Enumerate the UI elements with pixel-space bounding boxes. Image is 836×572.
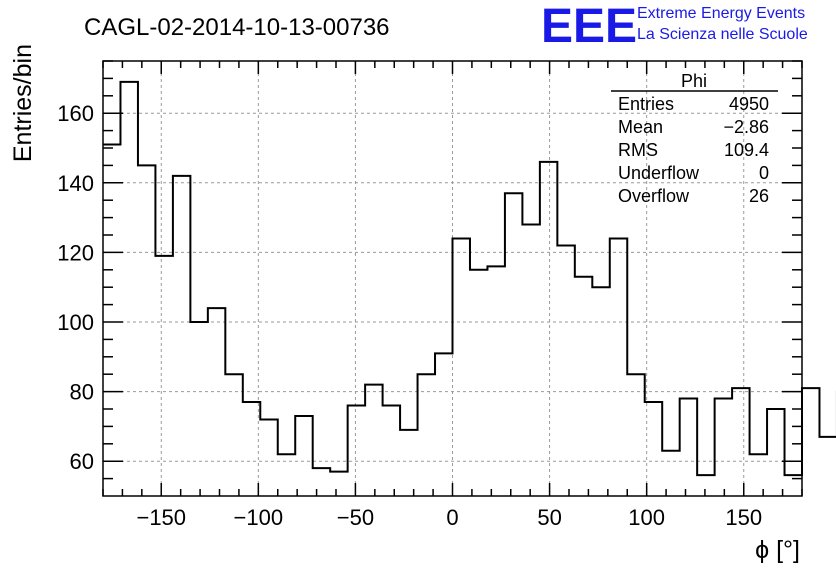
y-tick-label: 80 [70,380,94,405]
x-tick-label: −50 [337,505,374,530]
y-tick-label: 140 [57,171,94,196]
y-tick-label: 60 [70,449,94,474]
stats-title: Phi [681,71,707,91]
x-axis-label: ϕ [°] [755,536,800,564]
y-axis-label: Entries/bin [9,44,37,162]
stats-label-mean: Mean [618,117,663,137]
stats-label-overflow: Overflow [618,186,690,206]
x-tick-label: 100 [628,505,665,530]
x-tick-label: 0 [446,505,458,530]
stats-value-mean: −2.86 [723,117,769,137]
y-tick-label: 100 [57,310,94,335]
logo-tagline-1: Extreme Energy Events [637,5,805,22]
x-tick-label: 50 [537,505,561,530]
chart-title: CAGL-02-2014-10-13-00736 [84,14,390,41]
y-tick-labels: 60 80 100 120 140 160 [57,101,94,474]
stats-value-underflow: 0 [759,163,769,183]
stats-label-underflow: Underflow [618,163,700,183]
eee-logo: EEE [541,0,637,53]
stats-value-entries: 4950 [729,94,769,114]
stats-value-rms: 109.4 [724,140,769,160]
x-tick-label: −100 [234,505,284,530]
y-tick-label: 120 [57,240,94,265]
stats-label-entries: Entries [618,94,674,114]
logo-tagline-2: La Scienza nelle Scuole [637,26,808,43]
x-tick-labels: −150 −100 −50 0 50 100 150 [136,505,762,530]
grid-lines [103,61,802,496]
x-tick-label: −150 [136,505,186,530]
histogram-line [103,80,836,477]
x-tick-label: 150 [725,505,762,530]
stats-label-rms: RMS [618,140,658,160]
stats-value-overflow: 26 [749,186,769,206]
y-tick-label: 160 [57,101,94,126]
axis-ticks [102,60,803,496]
stats-box: Phi Entries 4950 Mean −2.86 RMS 109.4 Un… [611,71,778,206]
